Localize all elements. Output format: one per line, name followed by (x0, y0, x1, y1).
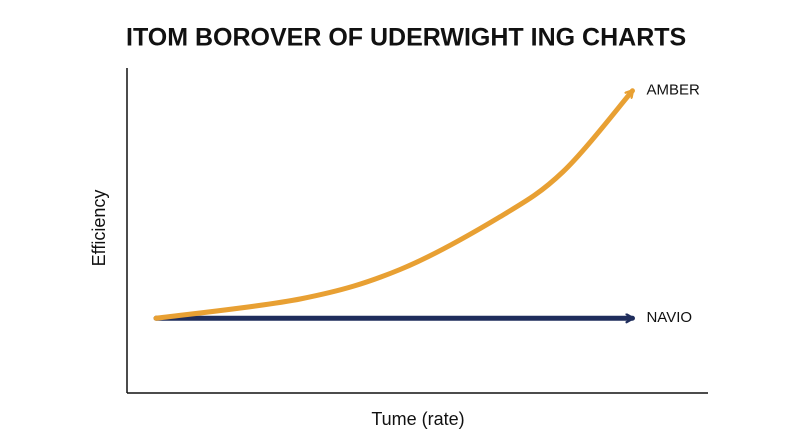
chart-title: ITOM BOROVER OF UDERWIGHT ING CHARTS (126, 24, 686, 52)
series-label: AMBER (646, 82, 700, 99)
x-axis-label: Tume (rate) (371, 409, 464, 429)
y-axis-label: Efficiency (89, 190, 109, 267)
series-label: NAVIO (646, 309, 692, 326)
line-series (153, 88, 635, 321)
